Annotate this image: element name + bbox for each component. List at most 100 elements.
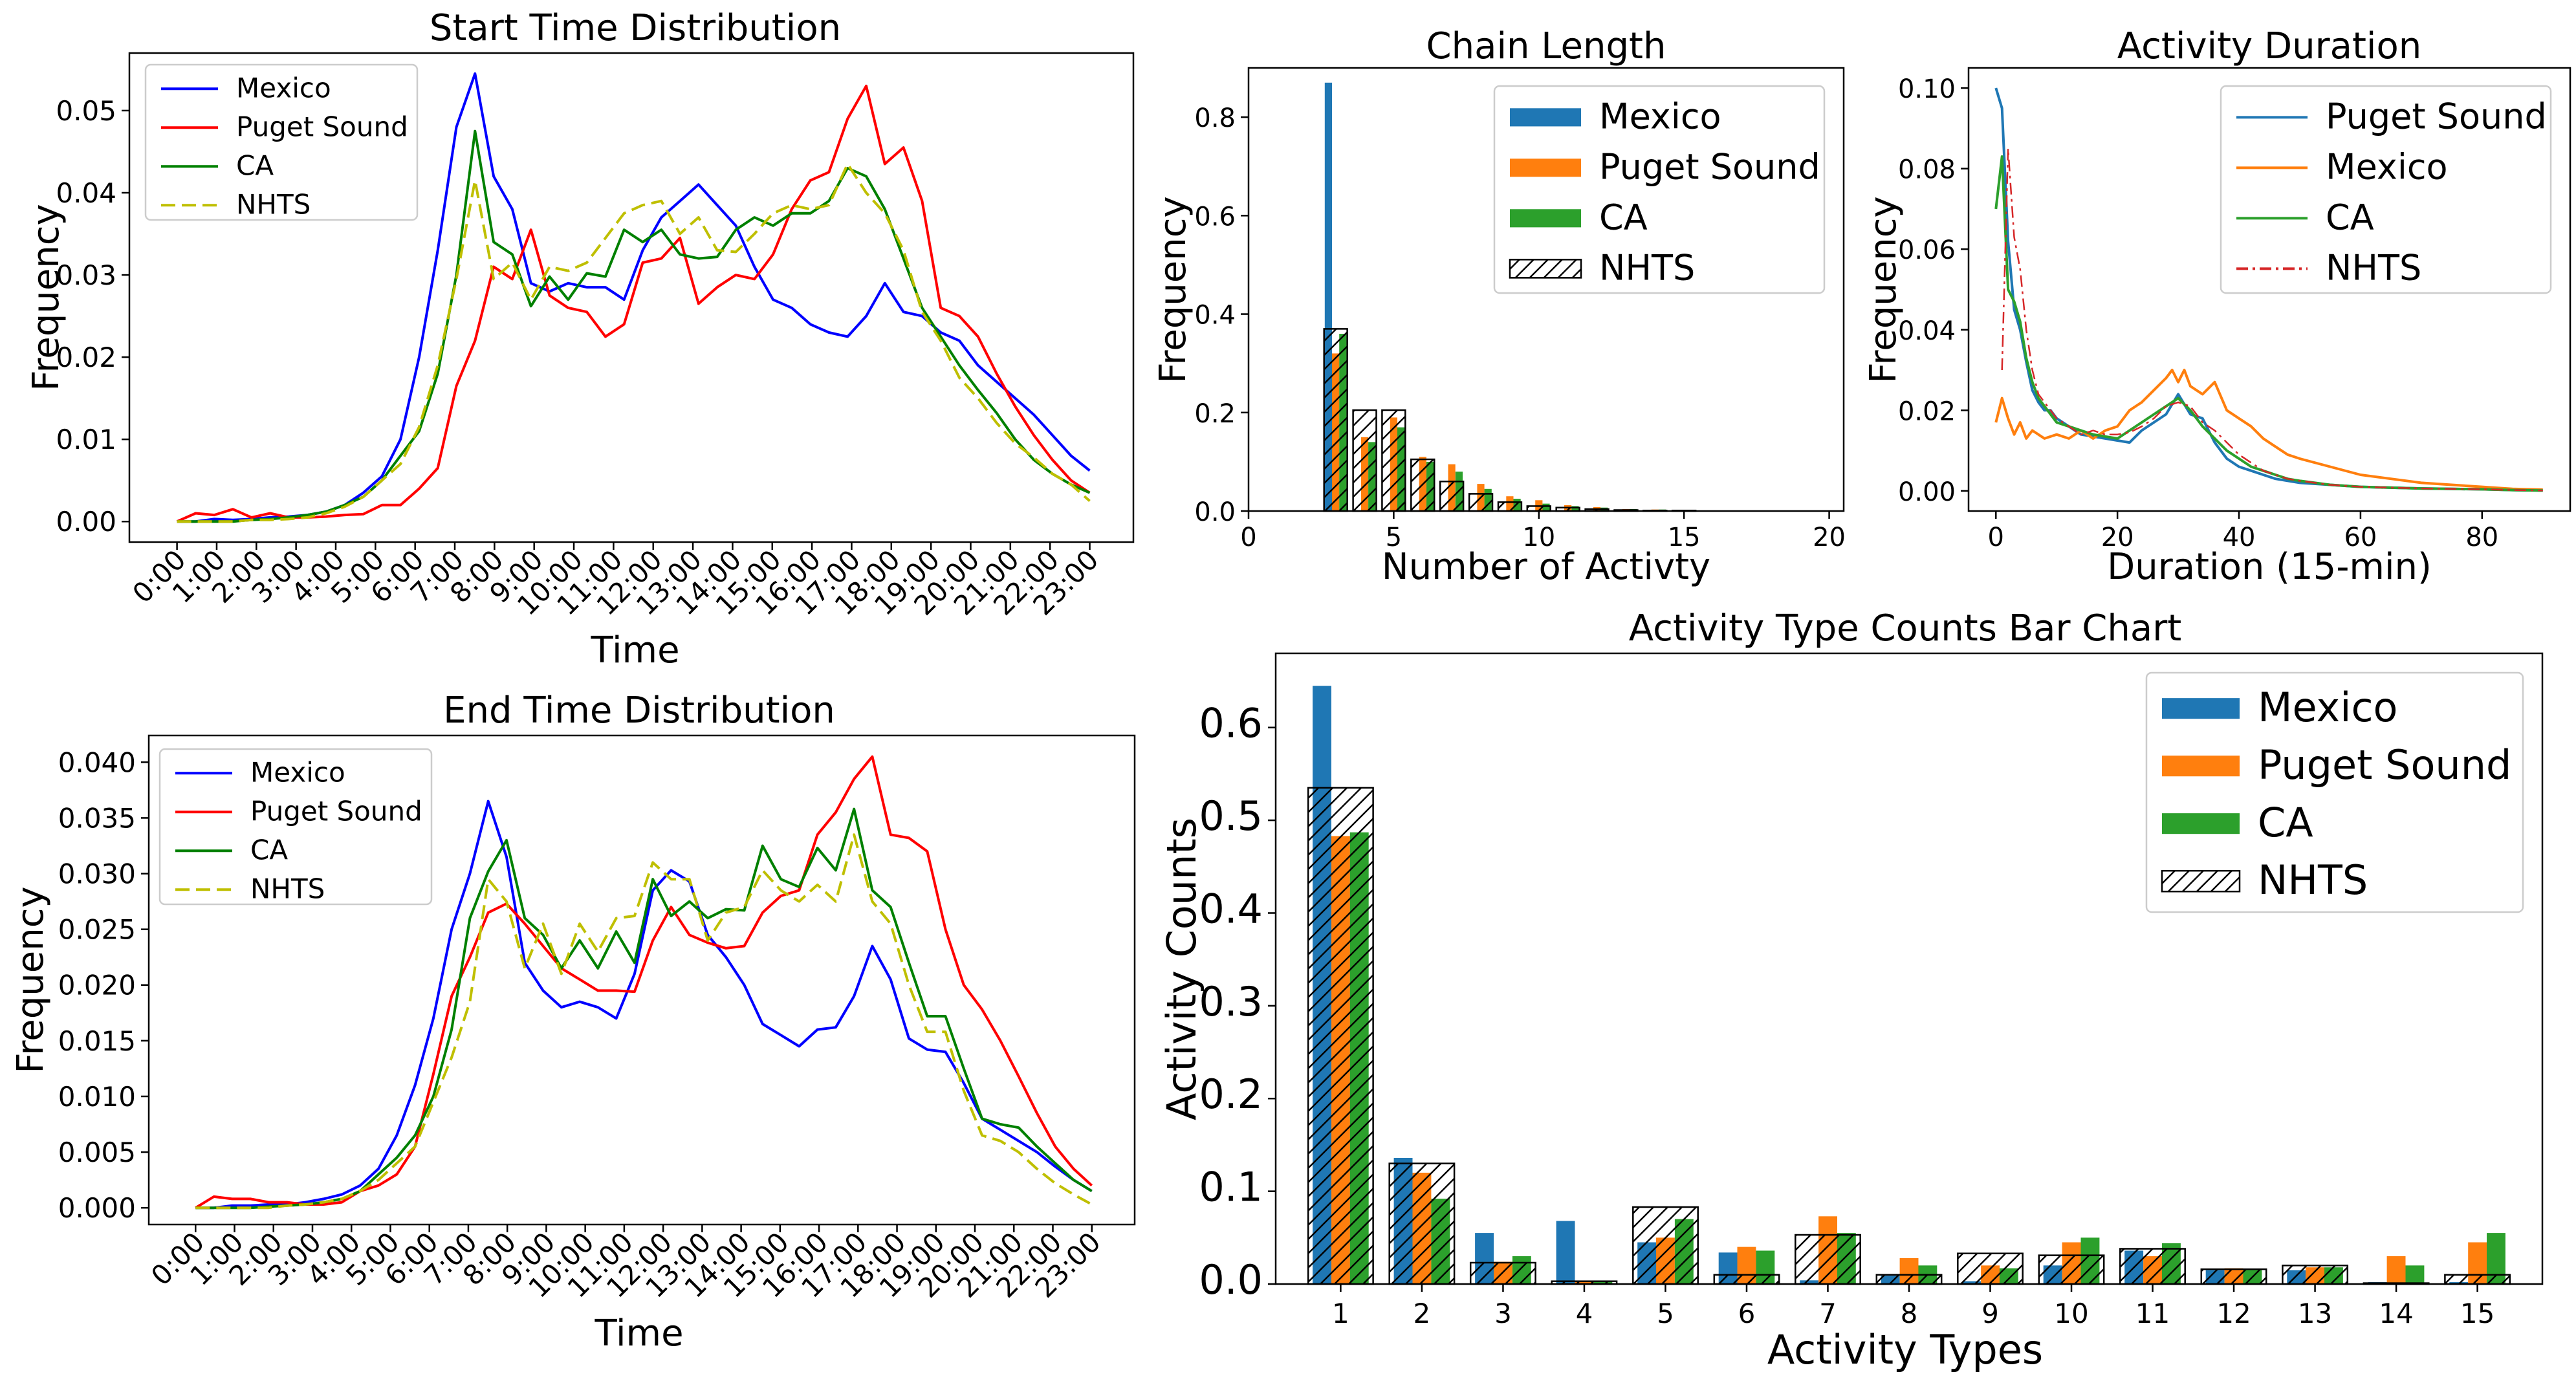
bar-nhts — [1632, 1206, 1699, 1285]
legend-label-puget-sound: Puget Sound — [236, 111, 408, 142]
legend-label-nhts: NHTS — [2258, 856, 2368, 904]
legend-label-nhts: NHTS — [2326, 248, 2421, 289]
end-y-axis-label: Frequency — [10, 886, 52, 1073]
y-tick-label: 0.05 — [56, 95, 116, 127]
bar-nhts — [1410, 458, 1435, 512]
x-tick-label: 60 — [2344, 523, 2377, 552]
legend-box — [2220, 85, 2552, 294]
legend-label-nhts: NHTS — [250, 873, 325, 904]
y-tick-label: 0.8 — [1194, 103, 1236, 133]
series-line-nhts — [195, 833, 1093, 1210]
y-tick-label: 0.4 — [1199, 885, 1263, 932]
x-tick-label: 40 — [2223, 523, 2256, 552]
y-tick-label: 0.02 — [56, 342, 116, 373]
y-tick-label: 0.00 — [56, 506, 116, 538]
duration-plot-frame — [1967, 67, 2571, 512]
duration-x-axis-label: Duration (15-min) — [2107, 546, 2432, 588]
x-tick-label: 15 — [1668, 523, 1701, 552]
types-x-axis-label: Activity Types — [1767, 1326, 2043, 1373]
y-tick-label: 0.2 — [1199, 1071, 1263, 1118]
bar-nhts — [2200, 1268, 2267, 1285]
x-tick-label: 13 — [2298, 1298, 2332, 1329]
bar-nhts — [1439, 481, 1465, 512]
x-tick-label: 14 — [2379, 1298, 2413, 1329]
bar-nhts — [1875, 1274, 1943, 1285]
y-tick-label: 0.5 — [1199, 792, 1263, 840]
bar-nhts — [1795, 1234, 1861, 1285]
legend-box — [2145, 671, 2524, 913]
x-tick-label: 20 — [2101, 523, 2134, 552]
bar-mexico — [1324, 82, 1332, 512]
y-tick-label: 0.08 — [1898, 155, 1956, 185]
bar-nhts — [2444, 1274, 2511, 1285]
bar-nhts — [1381, 409, 1406, 512]
bar-nhts — [1323, 328, 1348, 512]
legend-swatch-ca — [2162, 813, 2240, 834]
y-tick-label: 0.0 — [1194, 497, 1236, 527]
bar-puget-sound — [2386, 1256, 2406, 1284]
chain-legend: Mexico Puget Sound CA NHTS — [1493, 85, 1826, 294]
bar-nhts — [1352, 409, 1377, 512]
legend-swatch-nhts — [2161, 869, 2241, 893]
bar-nhts — [2119, 1248, 2186, 1285]
end-chart-title: End Time Distribution — [443, 690, 835, 732]
legend-label-puget-sound: Puget Sound — [2258, 741, 2511, 789]
x-tick-label: 20 — [1813, 523, 1846, 552]
legend-label-mexico: Mexico — [250, 756, 345, 788]
y-tick-label: 0.000 — [58, 1192, 136, 1224]
x-tick-label: 4 — [1576, 1298, 1593, 1329]
y-tick-label: 0.2 — [1194, 399, 1236, 429]
legend-label-nhts: NHTS — [1599, 248, 1695, 289]
legend-label-puget-sound: Puget Sound — [2326, 96, 2547, 137]
x-tick-label: 11 — [2135, 1298, 2170, 1329]
legend-box — [158, 748, 433, 906]
start-x-axis-label: Time — [590, 629, 679, 671]
series-line-ca — [1994, 155, 2543, 492]
end-legend: Mexico Puget Sound CA NHTS — [158, 748, 433, 906]
series-line-puget-sound — [176, 84, 1091, 523]
bar-nhts — [1307, 787, 1374, 1285]
y-tick-label: 0.6 — [1194, 202, 1236, 232]
y-tick-label: 0.02 — [1898, 397, 1956, 426]
x-tick-label: 8 — [1901, 1298, 1918, 1329]
x-tick-label: 3 — [1494, 1298, 1512, 1329]
bar-nhts — [2282, 1265, 2349, 1285]
x-tick-label: 15 — [2460, 1298, 2494, 1329]
legend-label-mexico: Mexico — [1599, 96, 1721, 137]
legend-label-ca: CA — [2258, 799, 2313, 846]
y-tick-label: 0.6 — [1199, 700, 1263, 747]
y-tick-label: 0.035 — [58, 802, 136, 834]
start-chart-title: Start Time Distribution — [430, 7, 841, 49]
bar-nhts — [1713, 1274, 1780, 1285]
chain-length-panel: Chain Length 0.0 0.2 0.4 0.6 0.8 0 5 10 15 20 Fr… — [1152, 25, 1846, 588]
x-tick-label: 9 — [1981, 1298, 1999, 1329]
types-legend: Mexico Puget Sound CA NHTS — [2145, 671, 2524, 913]
chain-y-axis-label: Frequency — [1152, 196, 1194, 383]
activity-types-panel: Activity Type Counts Bar Chart 0.0 0.1 0.2… — [1158, 607, 2544, 1373]
legend-label-puget-sound: Puget Sound — [250, 795, 422, 827]
types-chart-title: Activity Type Counts Bar Chart — [1629, 607, 2181, 649]
y-tick-label: 0.1 — [1199, 1164, 1263, 1211]
activity-duration-panel: Activity Duration 0.00 0.02 0.04 0.06 0.08 0.… — [1862, 25, 2571, 588]
duration-chart-title: Activity Duration — [2117, 25, 2421, 67]
y-tick-label: 0.015 — [58, 1025, 136, 1057]
legend-box — [1493, 85, 1826, 294]
chain-x-axis-label: Number of Activty — [1382, 546, 1710, 588]
legend-swatch-puget-sound — [2162, 756, 2240, 777]
series-line-puget-sound — [195, 755, 1093, 1209]
start-legend: Mexico Puget Sound CA NHTS — [144, 63, 419, 221]
y-tick-label: 0.10 — [1898, 74, 1956, 104]
bar-mexico — [1556, 1221, 1575, 1284]
bar-nhts — [1468, 493, 1494, 512]
x-tick-label: 7 — [1819, 1298, 1837, 1329]
legend-swatch-nhts — [1509, 259, 1582, 279]
legend-label-ca: CA — [2326, 197, 2374, 238]
y-tick-label: 0.3 — [1199, 978, 1263, 1025]
types-y-axis-label: Activity Counts — [1158, 818, 1205, 1120]
series-line-mexico — [1994, 369, 2543, 491]
x-tick-label: 2 — [1414, 1298, 1431, 1329]
bar-nhts — [1388, 1162, 1456, 1285]
bar-nhts — [1957, 1252, 2024, 1285]
series-line-nhts — [177, 162, 1091, 523]
